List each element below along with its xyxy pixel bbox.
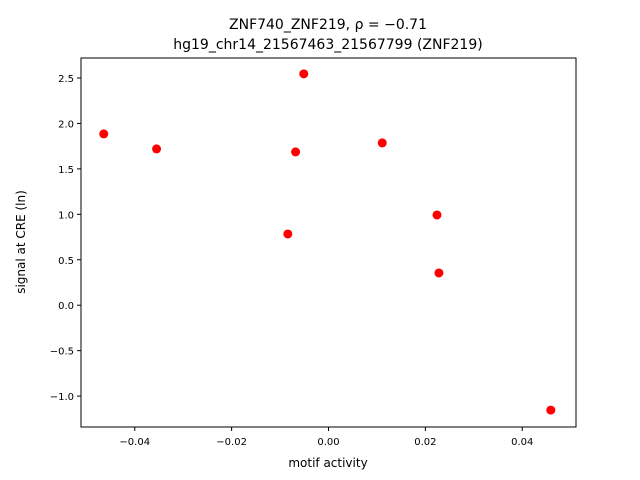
- y-tick-label: 2.5: [58, 74, 74, 85]
- point: [546, 405, 556, 415]
- point: [99, 129, 109, 139]
- x-axis-label: motif activity: [288, 456, 367, 470]
- x-tick-label: 0.04: [511, 437, 533, 448]
- point: [299, 69, 309, 79]
- point: [432, 210, 442, 220]
- point: [152, 144, 162, 154]
- y-tick-label: 0.5: [58, 256, 74, 267]
- y-tick-label: 1.0: [58, 210, 74, 221]
- x-tick-label: 0.02: [414, 437, 436, 448]
- y-axis-label: signal at CRE (ln): [14, 190, 28, 294]
- y-tick-label: −0.5: [50, 347, 74, 358]
- x-tick-label: 0.00: [317, 437, 339, 448]
- chart-subtitle: hg19_chr14_21567463_21567799 (ZNF219): [173, 37, 482, 53]
- point: [291, 147, 301, 157]
- plot-frame: [80, 57, 577, 428]
- y-tick-label: 0.0: [58, 301, 74, 312]
- x-tick-label: −0.02: [216, 437, 247, 448]
- point: [283, 229, 293, 239]
- y-tick-label: 2.0: [58, 119, 74, 130]
- chart-title: ZNF740_ZNF219, ρ = −0.71: [229, 17, 427, 33]
- point: [434, 268, 444, 278]
- y-tick-label: −1.0: [50, 392, 74, 403]
- x-tick-label: −0.04: [119, 437, 150, 448]
- y-tick-label: 1.5: [58, 165, 74, 176]
- point: [377, 138, 387, 148]
